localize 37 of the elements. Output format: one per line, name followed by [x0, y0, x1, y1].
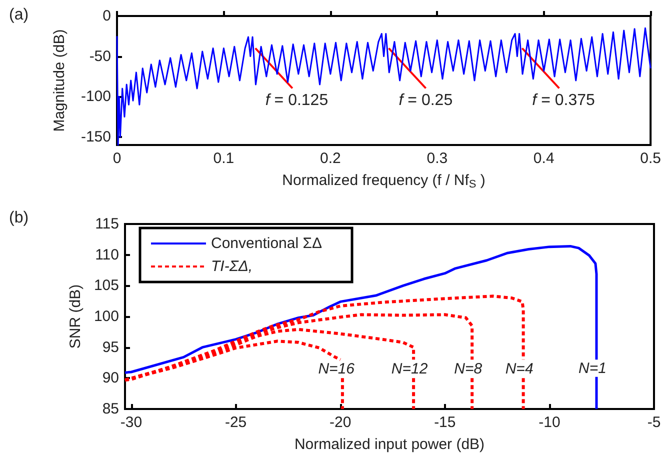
- x-tick-label: -25: [224, 414, 247, 431]
- x-tick-label: 0.5: [640, 150, 662, 167]
- x-tick-label: 0.4: [533, 150, 554, 167]
- y-tick-label: 85: [102, 400, 119, 418]
- y-tick-label: -50: [89, 48, 111, 65]
- y-tick-label: 115: [95, 216, 119, 232]
- annotation: N=4: [505, 360, 534, 378]
- legend-label: TI-ΣΔ,: [211, 258, 253, 275]
- annotation: N=12: [391, 360, 428, 378]
- y-tick-label: 95: [102, 338, 119, 356]
- annotation: f = 0.25: [398, 92, 453, 109]
- annotation: N=8: [454, 360, 483, 378]
- y-tick-label: -150: [80, 128, 111, 146]
- y-axis-title: SNR (dB): [67, 284, 84, 349]
- x-tick-label: 0.3: [426, 150, 448, 167]
- y-tick-label: 90: [102, 370, 119, 387]
- y-axis-title: Magnitude (dB): [51, 29, 68, 132]
- chart-title: (b): [9, 210, 29, 226]
- y-tick-label: 110: [95, 246, 119, 264]
- y-tick-label: -100: [80, 88, 111, 106]
- x-tick-label: -10: [538, 414, 560, 431]
- annotation: f = 0.125: [265, 92, 328, 109]
- annotation: f = 0.375: [532, 92, 595, 109]
- x-axis-title: Normalized input power (dB): [294, 436, 485, 453]
- annotation: N=16: [318, 360, 356, 378]
- x-tick-label: -20: [330, 414, 352, 431]
- y-tick-label: 0: [102, 8, 111, 24]
- y-tick-label: 100: [94, 308, 119, 325]
- y-tick-label: 105: [94, 277, 119, 294]
- x-tick-label: -5: [647, 414, 661, 431]
- legend-label: Conventional ΣΔ: [211, 235, 322, 252]
- x-tick-label: -15: [434, 414, 456, 431]
- chart-title: (a): [9, 6, 29, 24]
- x-tick-label: 0.1: [213, 150, 234, 167]
- x-tick-label: 0.2: [320, 150, 341, 167]
- x-tick-label: -30: [120, 414, 142, 431]
- annotation: N=1: [578, 360, 606, 377]
